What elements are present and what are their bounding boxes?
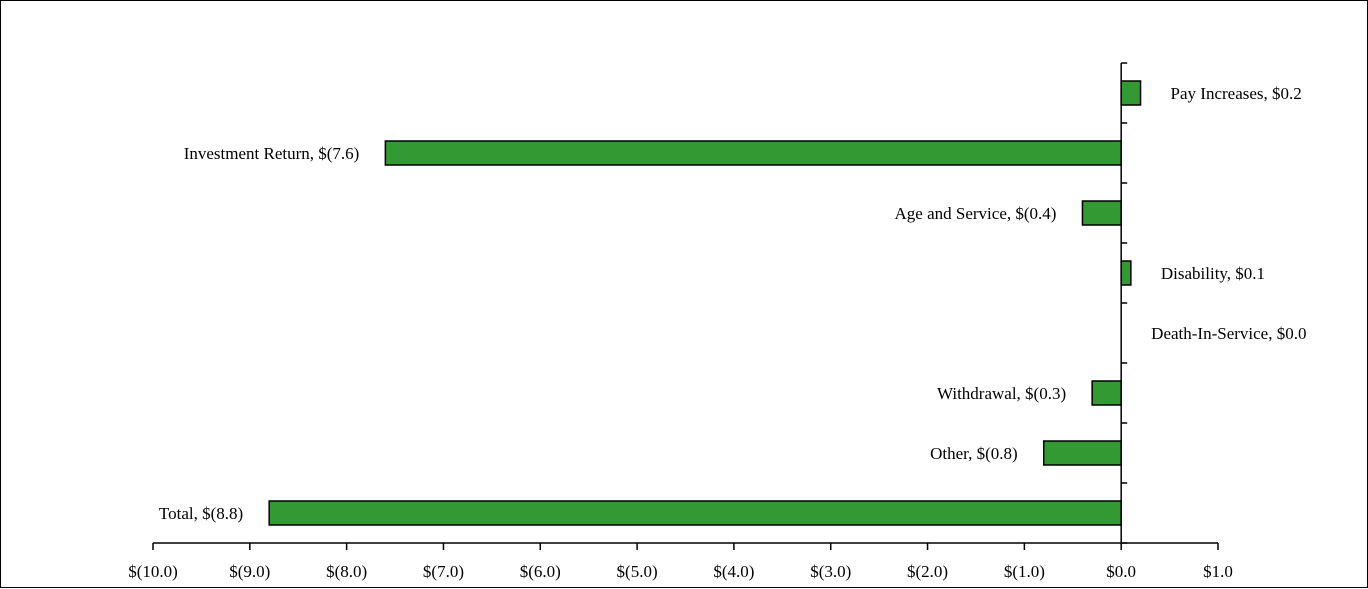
data-label-0: Pay Increases, $0.2 — [1171, 84, 1302, 103]
x-tick-label-9: $(1.0) — [1004, 562, 1045, 581]
data-label-7: Total, $(8.8) — [159, 504, 243, 523]
bar-2 — [1081, 200, 1122, 226]
data-label-3: Disability, $0.1 — [1161, 264, 1265, 283]
bar-0 — [1120, 80, 1142, 106]
bar-7 — [268, 500, 1122, 526]
x-tick-label-10: $0.0 — [1106, 562, 1136, 581]
data-label-5: Withdrawal, $(0.3) — [937, 384, 1066, 403]
data-label-4: Death-In-Service, $0.0 — [1151, 324, 1306, 343]
x-tick-label-11: $1.0 — [1203, 562, 1233, 581]
bar-6 — [1042, 440, 1122, 466]
x-tick-label-6: $(4.0) — [713, 562, 754, 581]
x-tick-label-3: $(7.0) — [423, 562, 464, 581]
x-tick-label-0: $(10.0) — [128, 562, 178, 581]
bar-3 — [1120, 260, 1132, 286]
x-tick-label-1: $(9.0) — [229, 562, 270, 581]
x-tick-label-8: $(2.0) — [907, 562, 948, 581]
x-tick-label-4: $(6.0) — [520, 562, 561, 581]
labels-group: Pay Increases, $0.2 Investment Return, $(… — [128, 84, 1306, 581]
axes-group — [152, 62, 1219, 550]
bars-group — [268, 80, 1142, 526]
x-tick-label-5: $(5.0) — [617, 562, 658, 581]
x-tick-label-2: $(8.0) — [326, 562, 367, 581]
bar-5 — [1091, 380, 1122, 406]
bar-1 — [384, 140, 1122, 166]
data-label-6: Other, $(0.8) — [930, 444, 1018, 463]
x-tick-label-7: $(3.0) — [810, 562, 851, 581]
data-label-1: Investment Return, $(7.6) — [184, 144, 360, 163]
data-label-2: Age and Service, $(0.4) — [895, 204, 1057, 223]
